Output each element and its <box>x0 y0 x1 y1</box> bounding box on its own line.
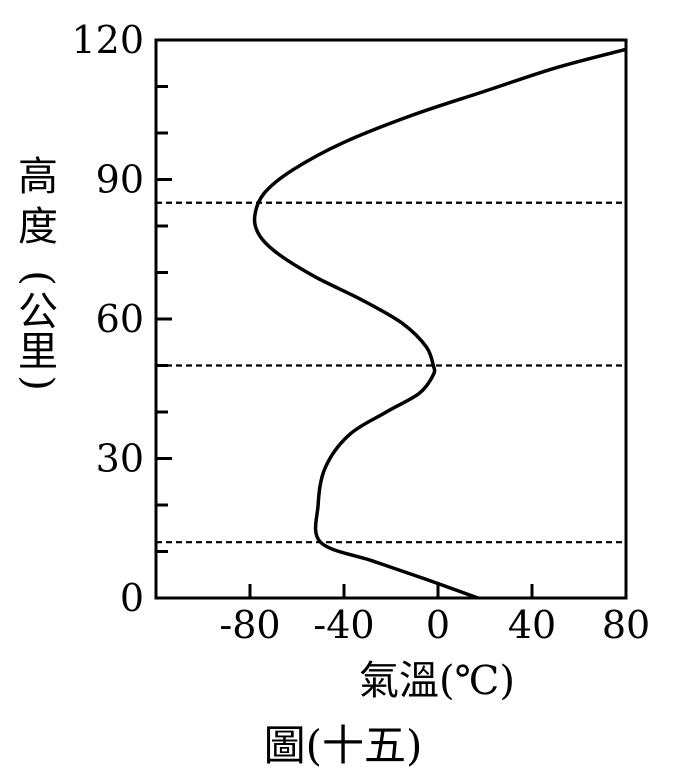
y-tick-label-90: 90 <box>96 158 144 202</box>
y-axis-label-char-5: 里 <box>18 329 58 375</box>
y-tick-label-30: 30 <box>96 437 144 481</box>
figure-caption: 圖(十五) <box>264 721 423 770</box>
temperature-curve <box>252 47 627 600</box>
x-tick-label--80: -80 <box>219 603 280 647</box>
y-axis-label-char-2: 度 <box>18 204 58 250</box>
x-tick-label--40: -40 <box>313 603 374 647</box>
x-tick-label-80: 80 <box>602 603 650 647</box>
y-tick-label-0: 0 <box>120 576 144 620</box>
y-axis-label-char-4: 公 <box>18 289 58 335</box>
y-tick-label-120: 120 <box>71 18 144 62</box>
x-tick-label-40: 40 <box>508 603 556 647</box>
x-axis-label: 氣溫(℃) <box>359 658 515 704</box>
y-axis-label-char-1: 高 <box>18 154 58 200</box>
y-tick-label-60: 60 <box>96 297 144 341</box>
y-axis-label-char-6: ) <box>15 375 61 391</box>
x-tick-label-0: 0 <box>426 603 450 647</box>
chart-text: 氣溫(℃) 圖(十五) 0 30 60 90 120 -80 -40 0 40 80 高度 ( 公里) <box>15 18 650 770</box>
plot-area <box>154 38 628 600</box>
y-axis-label-char-3: ( <box>15 270 61 286</box>
